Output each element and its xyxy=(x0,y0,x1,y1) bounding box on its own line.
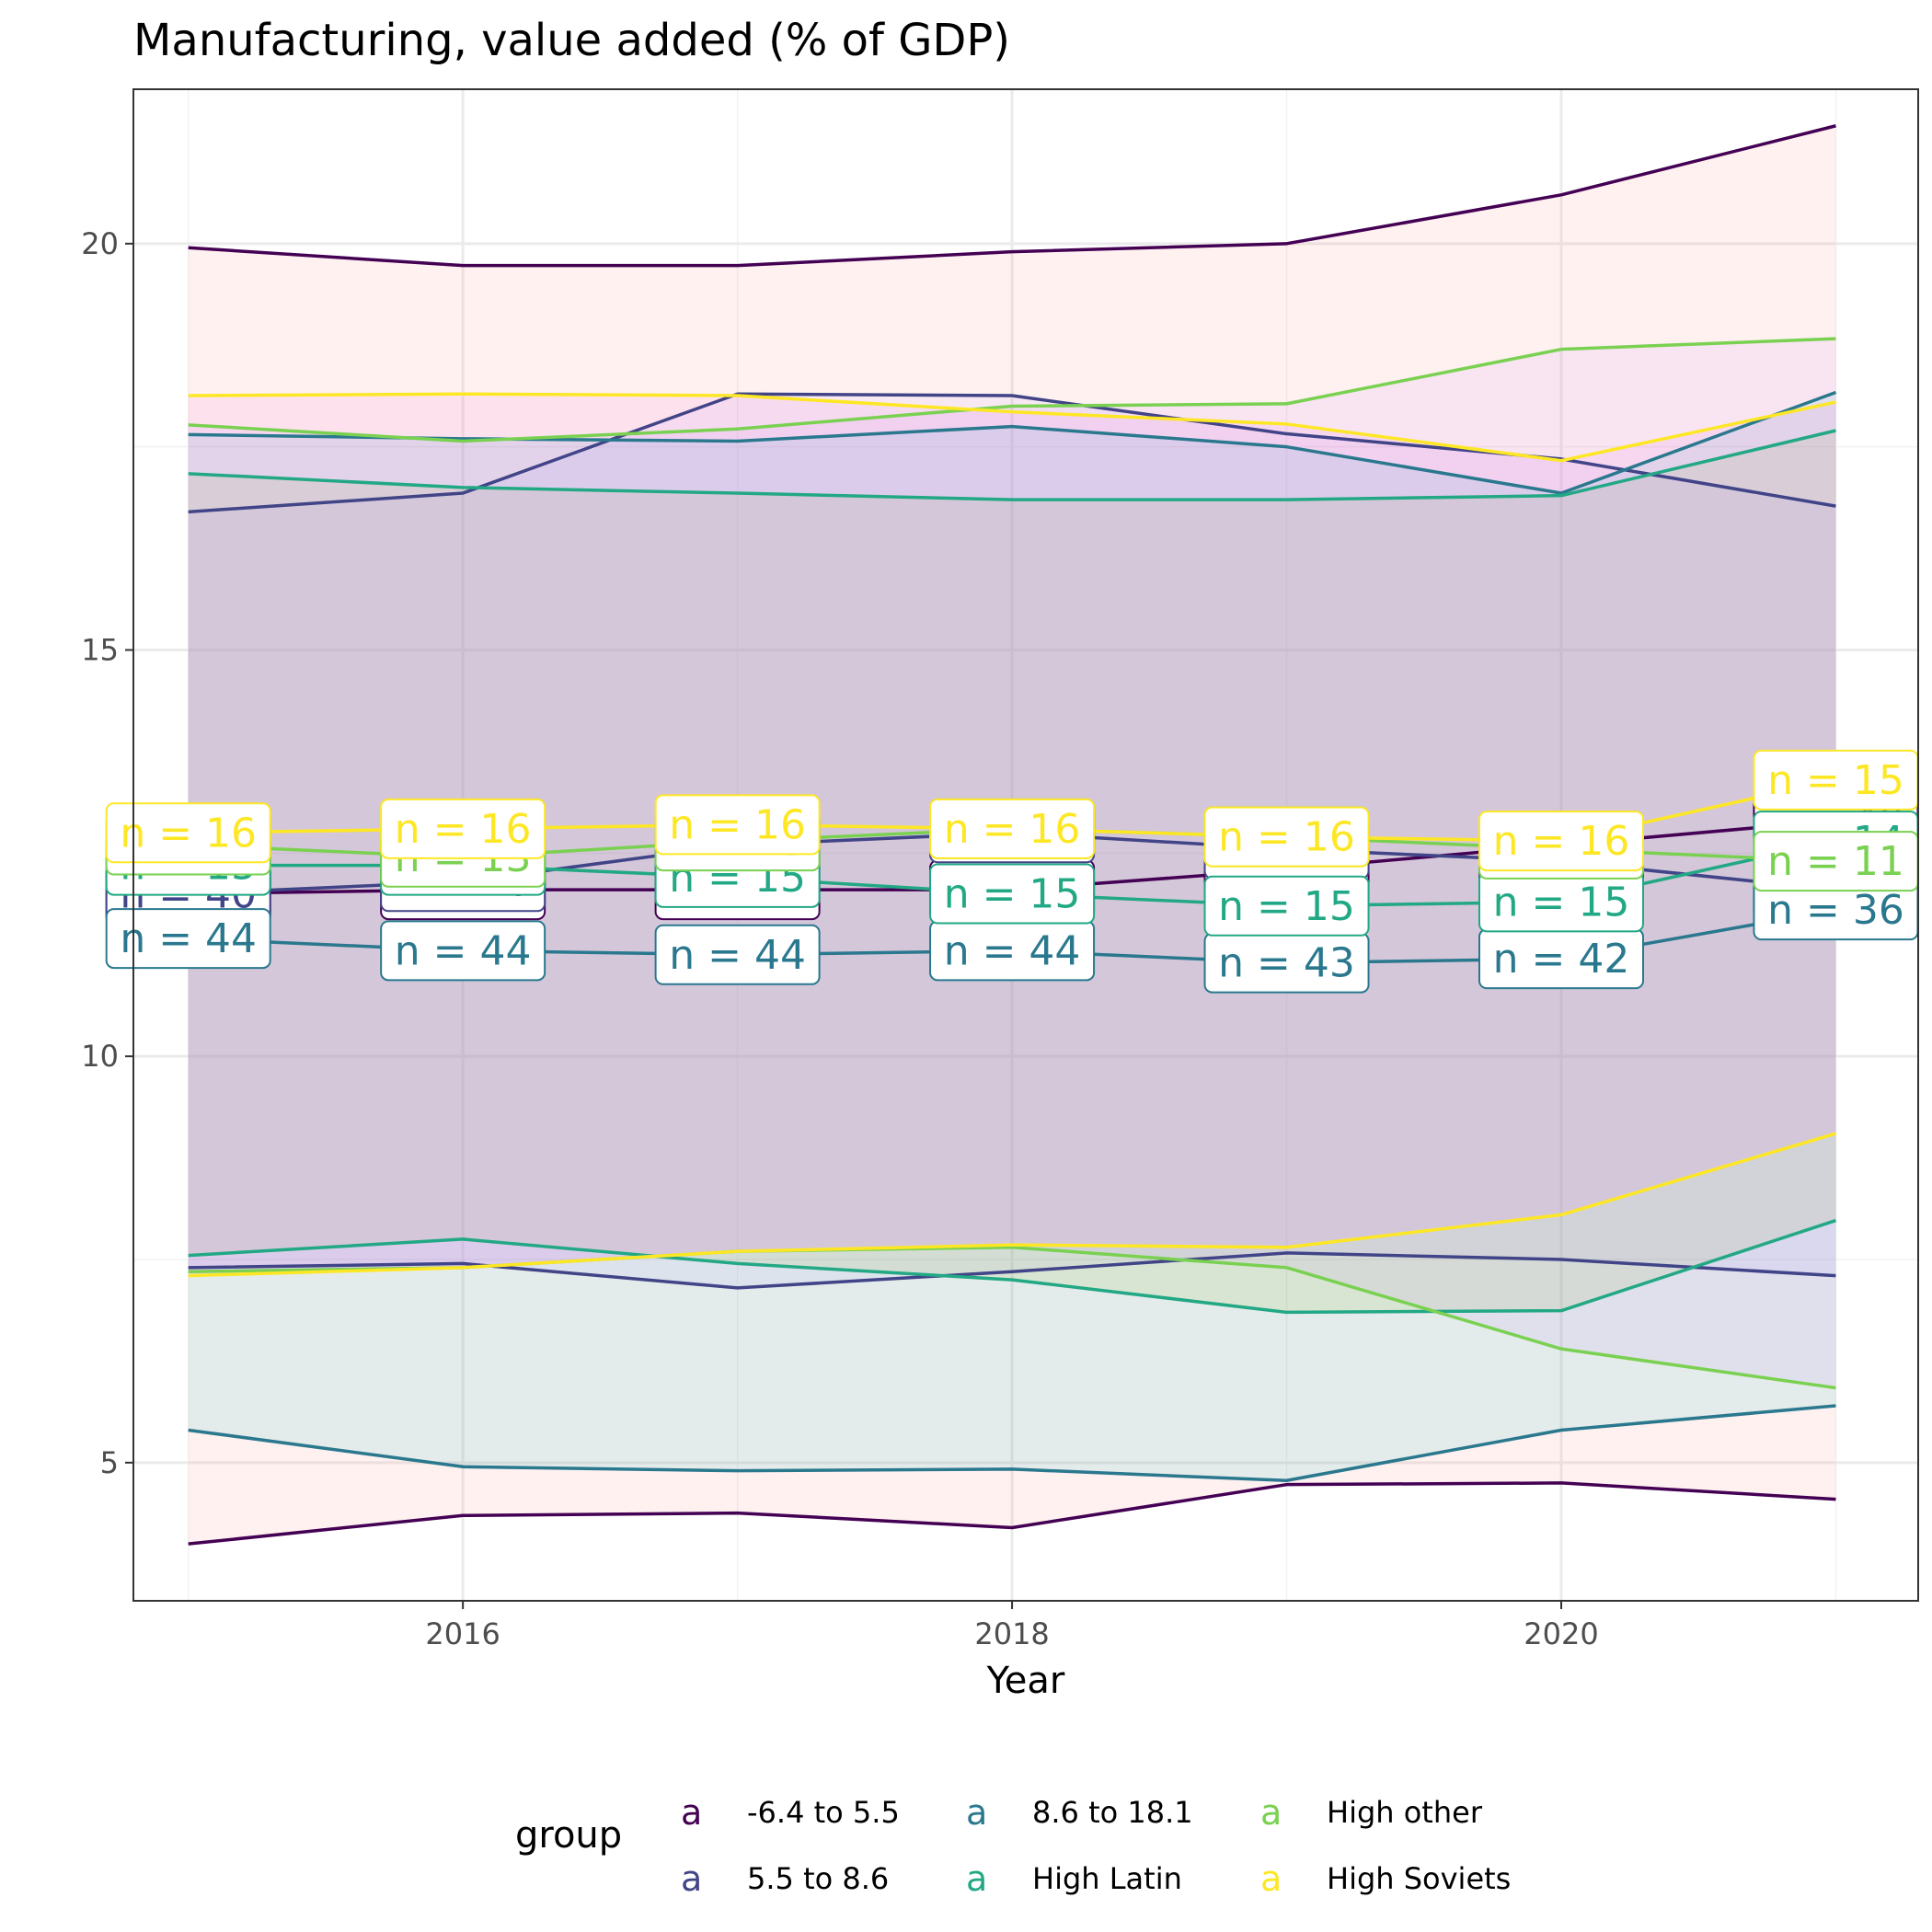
count-label-box xyxy=(1478,811,1644,872)
count-label-text: n = 44 xyxy=(669,932,806,979)
count-label: n = 16 xyxy=(929,798,1096,859)
chart-title: Manufacturing, value added (% of GDP) xyxy=(133,15,1010,66)
count-label: n = 44 xyxy=(929,920,1096,982)
x-tick-label: 2020 xyxy=(1524,1616,1598,1651)
x-axis-title: Year xyxy=(986,1660,1065,1702)
line-lower-3 xyxy=(188,1218,1837,1315)
legend-label: -6.4 to 5.5 xyxy=(747,1795,900,1830)
line-upper-4 xyxy=(188,337,1836,443)
count-label-box xyxy=(380,798,546,859)
legend-label: High other xyxy=(1327,1795,1483,1830)
legend-label: High Soviets xyxy=(1327,1861,1511,1896)
y-axis: 5 10 15 20 xyxy=(81,226,133,1480)
count-label: n = 16 xyxy=(105,802,271,864)
legend-key: a xyxy=(966,1858,987,1899)
legend-key: a xyxy=(1260,1792,1282,1833)
panel-border xyxy=(132,88,1919,1602)
count-label-text: n = 44 xyxy=(120,915,257,962)
count-label-text: n = 11 xyxy=(1767,838,1904,885)
legend-key: a xyxy=(1260,1858,1282,1899)
count-label-text: n = 44 xyxy=(944,927,1081,974)
count-label: n = 16 xyxy=(1478,811,1644,872)
count-label: n = 44 xyxy=(105,908,271,970)
count-label-text: n = 15 xyxy=(1767,757,1904,804)
legend-label: 5.5 to 8.6 xyxy=(747,1861,889,1896)
count-label-text: n = 16 xyxy=(1218,814,1355,861)
count-label: n = 15 xyxy=(929,863,1096,925)
count-label-box xyxy=(380,920,546,982)
count-label-box xyxy=(929,798,1096,859)
count-label: n = 15 xyxy=(1478,871,1644,933)
count-label: n = 42 xyxy=(1478,928,1644,990)
count-label-text: n = 43 xyxy=(1218,940,1355,987)
line-upper-0 xyxy=(188,124,1836,268)
y-tick-label: 10 xyxy=(81,1039,119,1074)
line-upper-5 xyxy=(188,392,1836,463)
legend-key: a xyxy=(681,1792,702,1833)
count-label: n = 44 xyxy=(654,924,821,985)
y-tick-label: 20 xyxy=(81,226,119,261)
count-label-text: n = 15 xyxy=(1493,879,1630,926)
line-lower-0 xyxy=(188,1481,1836,1546)
x-tick-label: 2016 xyxy=(425,1616,500,1651)
count-label-box xyxy=(1203,875,1370,937)
y-tick-label: 15 xyxy=(81,633,119,668)
count-label-text: n = 16 xyxy=(669,801,806,848)
line-upper-2 xyxy=(188,390,1837,495)
legend-item: a 5.5 to 8.6 xyxy=(681,1858,889,1899)
count-label: n = 15 xyxy=(1203,875,1370,937)
count-label: n = 15 xyxy=(1753,749,1919,811)
count-label-text: n = 16 xyxy=(1493,818,1630,865)
y-tick-label: 5 xyxy=(100,1445,119,1480)
count-label-box xyxy=(105,802,271,864)
count-label: n = 16 xyxy=(380,798,546,859)
count-label-text: n = 44 xyxy=(395,927,532,974)
count-label: n = 44 xyxy=(380,920,546,982)
count-label-text: n = 42 xyxy=(1493,936,1630,983)
count-label-text: n = 16 xyxy=(395,806,532,853)
count-label-box xyxy=(929,863,1096,925)
legend-label: High Latin xyxy=(1032,1861,1182,1896)
count-label-box xyxy=(1203,806,1370,868)
line-lower-1 xyxy=(188,1251,1836,1290)
count-label-box xyxy=(105,908,271,970)
count-label-text: n = 36 xyxy=(1767,887,1904,934)
legend-label: 8.6 to 18.1 xyxy=(1032,1795,1193,1830)
count-label: n = 36 xyxy=(1753,880,1919,941)
legend: group a -6.4 to 5.5 a 5.5 to 8.6 a 8.6 to 18.… xyxy=(515,1792,1511,1899)
x-tick-label: 2018 xyxy=(974,1616,1049,1651)
legend-item: a High Latin xyxy=(966,1858,1182,1899)
count-label-box xyxy=(654,794,821,856)
x-axis: 2016 2018 2020 xyxy=(425,1601,1599,1651)
legend-key: a xyxy=(966,1792,987,1833)
legend-item: a High other xyxy=(1260,1792,1483,1833)
legend-item: a 8.6 to 18.1 xyxy=(966,1792,1193,1833)
count-label: n = 11 xyxy=(1753,831,1919,892)
line-lower-2 xyxy=(188,1404,1836,1483)
legend-item: a -6.4 to 5.5 xyxy=(681,1792,900,1833)
count-label-text: n = 16 xyxy=(944,806,1081,853)
count-label-text: n = 15 xyxy=(944,871,1081,918)
count-label: n = 16 xyxy=(654,794,821,856)
count-labels: n = 40n = 40n = 40n = 40n = 40n = 40n = … xyxy=(105,749,1919,994)
count-label-box xyxy=(654,924,821,985)
line-lower-5 xyxy=(188,1132,1836,1278)
count-label-text: n = 15 xyxy=(1218,883,1355,930)
plot-panel: n = 40n = 40n = 40n = 40n = 40n = 40n = … xyxy=(105,88,1919,1602)
legend-title: group xyxy=(515,1814,622,1857)
legend-key: a xyxy=(681,1858,702,1899)
legend-items: a -6.4 to 5.5 a 5.5 to 8.6 a 8.6 to 18.1 a High… xyxy=(681,1792,1511,1899)
line-upper-3 xyxy=(188,429,1836,501)
count-label: n = 16 xyxy=(1203,806,1370,868)
count-label-text: n = 16 xyxy=(120,810,257,857)
legend-item: a High Soviets xyxy=(1260,1858,1511,1899)
count-label: n = 43 xyxy=(1203,932,1370,994)
